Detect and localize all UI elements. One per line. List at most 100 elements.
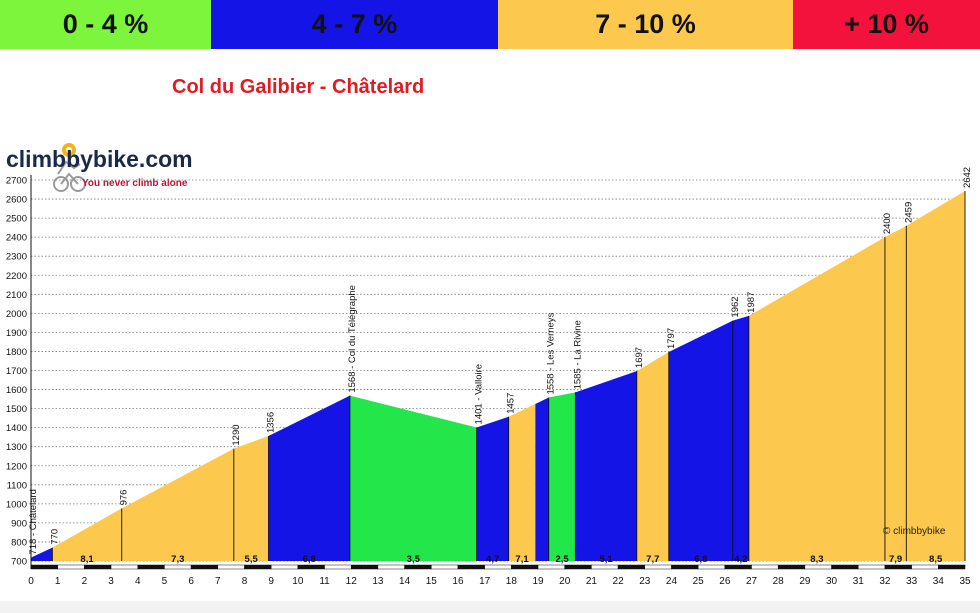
km-scale-bar — [84, 564, 112, 570]
km-scale-bar — [324, 564, 352, 570]
x-tick-label: 29 — [799, 576, 811, 587]
km-scale-bar — [190, 564, 219, 570]
x-tick-label: 13 — [372, 576, 384, 587]
x-tick-label: 35 — [959, 576, 971, 587]
y-tick-label: 1500 — [6, 404, 27, 415]
x-tick-label: 32 — [879, 576, 891, 587]
gradient-label: 4,2 — [734, 554, 747, 565]
x-tick-label: 20 — [559, 576, 571, 587]
logo-tagline: You never climb alone — [82, 178, 188, 189]
km-scale-bar — [377, 564, 405, 570]
y-tick-label: 700 — [11, 557, 27, 568]
gradient-label: 5,5 — [245, 554, 259, 565]
y-tick-label: 2200 — [6, 271, 27, 282]
x-tick-label: 12 — [346, 576, 358, 587]
x-tick-label: 0 — [28, 576, 34, 587]
km-scale-bar — [911, 564, 939, 570]
profile-segment — [884, 225, 907, 561]
marker-label: 1987 — [746, 292, 757, 313]
km-scale-bar — [217, 564, 245, 570]
marker-label: 1962 — [730, 296, 741, 317]
cyclist-icon — [53, 143, 86, 192]
km-scale-bar — [777, 564, 806, 570]
y-tick-label: 1900 — [6, 328, 27, 339]
x-tick-label: 21 — [586, 576, 598, 587]
km-scale-bar — [724, 564, 752, 570]
x-tick-label: 2 — [82, 576, 88, 587]
gradient-label: 4,7 — [486, 554, 499, 565]
copyright-notice: © climbbybike — [883, 526, 946, 537]
marker-label: 976 — [119, 490, 130, 506]
legend-item: 4 - 7 % — [211, 0, 498, 49]
logo-name: climbbybike.com — [6, 146, 193, 172]
x-tick-label: 6 — [188, 576, 194, 587]
climbbybike-logo: climbbybike.com You never climb alone — [6, 143, 236, 204]
profile-segment — [31, 547, 53, 561]
marker-label: 770 — [49, 529, 60, 545]
profile-segment — [548, 392, 576, 561]
km-scale-bar — [804, 564, 832, 570]
x-tick-label: 1 — [55, 576, 61, 587]
marker-label: 718 - Châtelard — [28, 489, 39, 554]
y-tick-label: 1200 — [6, 461, 27, 472]
y-tick-label: 2400 — [6, 233, 27, 244]
x-tick-label: 14 — [399, 576, 411, 587]
profile-segment — [748, 237, 885, 561]
page-title: Col du Galibier - Châtelard — [172, 76, 425, 98]
profile-segment — [476, 416, 509, 561]
marker-label: 2642 — [962, 167, 973, 188]
x-tick-label: 31 — [853, 576, 865, 587]
profile-segment — [906, 191, 965, 561]
x-tick-label: 26 — [719, 576, 731, 587]
profile-segment — [732, 315, 749, 561]
profile-segment — [575, 371, 637, 561]
marker-label: 1457 — [506, 393, 517, 414]
x-tick-label: 23 — [639, 576, 651, 587]
km-scale-bar — [404, 564, 432, 570]
profile-segment — [268, 395, 350, 561]
marker-label: 1568 - Col du Télégraphe — [347, 285, 358, 393]
profile-segment — [535, 397, 549, 561]
marker-label: 1356 — [266, 412, 277, 433]
x-tick-label: 18 — [506, 576, 518, 587]
y-tick-label: 900 — [11, 518, 27, 529]
marker-label: 1558 - Les Verneys — [546, 312, 557, 394]
km-scale-bar — [270, 564, 299, 570]
y-tick-label: 1300 — [6, 442, 27, 453]
y-tick-label: 2600 — [6, 195, 27, 206]
bottom-strip — [0, 601, 980, 613]
y-tick-label: 1100 — [7, 480, 27, 491]
marker-label: 2459 — [903, 202, 914, 223]
legend-item: 7 - 10 % — [498, 0, 793, 49]
gradient-label: 6,8 — [303, 554, 316, 565]
km-scale-bar — [751, 564, 779, 570]
legend-item: + 10 % — [793, 0, 980, 49]
x-tick-label: 22 — [613, 576, 625, 587]
x-tick-label: 8 — [242, 576, 248, 587]
marker-label: 1697 — [634, 347, 645, 368]
km-scale-bar — [244, 564, 272, 570]
y-tick-label: 2700 — [6, 176, 27, 187]
km-scale-bar — [617, 564, 646, 570]
x-tick-label: 19 — [532, 576, 544, 587]
y-tick-label: 1600 — [6, 385, 27, 396]
gradient-label: 8,5 — [929, 554, 943, 565]
legend-item: 0 - 4 % — [0, 0, 211, 49]
x-tick-label: 10 — [292, 576, 304, 587]
km-scale-bar — [164, 564, 192, 570]
y-tick-label: 1000 — [6, 499, 27, 510]
km-scale-bar — [297, 564, 325, 570]
km-scale-bar — [350, 564, 379, 570]
km-scale-bar — [884, 564, 912, 570]
marker-label: 2400 — [882, 213, 893, 234]
km-scale-bar — [57, 564, 85, 570]
km-scale-bar — [511, 564, 539, 570]
x-tick-label: 25 — [693, 576, 705, 587]
km-scale-bar — [30, 564, 58, 570]
gradient-label: 7,9 — [889, 554, 902, 565]
x-tick-label: 3 — [108, 576, 114, 587]
gradient-legend: 0 - 4 % 4 - 7 % 7 - 10 % + 10 % — [0, 0, 980, 49]
marker-label: 1585 - La Rivine — [572, 320, 583, 389]
km-scale-bar — [858, 564, 886, 570]
